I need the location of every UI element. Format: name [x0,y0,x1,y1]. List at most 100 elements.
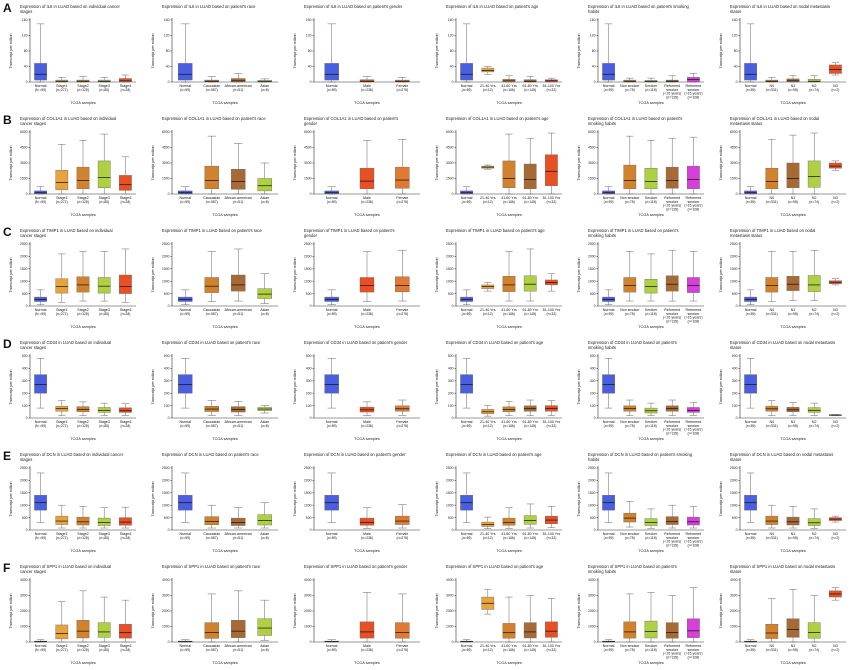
x-category-label: N3 [833,308,838,312]
y-axis-label: Transcript per million [151,369,155,404]
x-category-label: Stage3 [99,84,110,88]
sample-count-label: (n=272) [56,312,68,316]
y-tick-label: 160 [448,18,454,22]
sample-count-label: (N =59) [35,88,46,92]
x-category-label: Non smoker [620,420,640,424]
box-african-american [231,517,246,526]
y-tick-label: 160 [732,18,738,22]
chart-title: Expression of SPP1 in LUAD based on pati… [162,564,261,569]
sample-count-label: (n=74) [809,200,819,204]
x-category-label: Normal [326,84,338,88]
y-tick-label: 3000 [20,161,28,165]
y-tick-label: 1500 [162,177,170,181]
y-tick-label: 1000 [304,503,312,507]
y-tick-label: 1000 [162,279,170,283]
y-tick-label: 100 [164,404,170,408]
sample-count-label: (n=118) [645,200,657,204]
x-category-label: Caucasian [203,308,220,312]
y-tick-label: 4000 [588,578,596,582]
sample-count-label: (n=12) [483,536,493,540]
y-tick-label: 120 [732,34,738,38]
x-category-label: Male [363,644,371,648]
chart-title: Expression of SPP1 in LUAD based on pati… [304,564,408,569]
x-category-label: Smoker [645,532,658,536]
x-category-label: Smoker [645,420,658,424]
sample-count-label: (N =59) [35,312,46,316]
y-tick-label: 100 [590,404,596,408]
y-tick-label: 0 [310,80,312,84]
y-tick-label: 3000 [304,161,312,165]
y-tick-label: 3000 [588,594,596,598]
sample-count-label: (n=331) [766,424,778,428]
x-category-label: 41-60 Yrs [501,532,517,536]
x-category-label: N2 [812,644,817,648]
panel-letter-a: A [3,1,12,15]
x-axis-label: TCGA samples [496,213,522,217]
y-tick-label: 0 [26,80,28,84]
chart-title: Expression of SPP1 in LUAD based on noda… [730,564,835,574]
y-tick-label: 2000 [446,609,454,613]
box-81-100-yrs [545,154,558,186]
x-category-label: Normal [745,196,757,200]
x-category-label: N1 [791,196,796,200]
sample-count-label: (n=125) [77,648,89,652]
sample-count-label: (n=148) [524,200,536,204]
box-reformed-smoker-15-years- [665,622,679,639]
x-category-label: 21-40 Yrs [480,644,496,648]
x-category-label: 41-60 Yrs [501,308,517,312]
x-axis-label: TCGA samples [780,437,806,441]
chart-title: Expression of TIMP1 in LUAD based on ind… [20,228,113,238]
x-category-label: Normal [326,420,338,424]
chart-panel-6: Expression of IL6 in LUAD based on nodal… [719,4,846,105]
box-stage3 [97,622,111,638]
box-stage2 [76,276,90,293]
x-category-label: Normal [461,644,473,648]
x-category-label: Normal [461,308,473,312]
x-category-label: Normal [745,420,757,424]
y-tick-label: 0 [310,192,312,196]
x-category-label: Normal [326,644,338,648]
sample-count-label: (n=28) [120,648,130,652]
y-axis-label: Transcript per million [719,593,723,628]
x-axis-label: TCGA samples [496,325,522,329]
y-axis-label: Transcript per million [293,145,297,180]
sample-count-label: (n=75) [625,424,635,428]
y-tick-label: 2500 [20,242,28,246]
box-male [359,167,375,190]
y-tick-label: 80 [24,49,28,53]
x-category-label: Normal [603,420,615,424]
box-smoker [644,279,658,294]
y-tick-label: 120 [590,34,596,38]
box-stage3 [97,277,111,294]
box-normal [324,374,339,394]
sample-count-label: (n=276) [396,424,408,428]
y-tick-label: 2000 [446,479,454,483]
x-category-label: Stage4 [120,196,131,200]
sample-count-label: (n=74) [809,88,819,92]
y-axis-label: Transcript per million [293,593,297,628]
x-category-label: Stage4 [120,420,131,424]
box-n0 [765,277,779,293]
x-category-label: Normal [35,308,47,312]
x-axis-label: TCGA samples [354,213,380,217]
y-tick-label: 6000 [730,130,738,134]
sample-count-label: (n=85) [99,88,109,92]
x-category-label: 61-80 Yrs [522,84,538,88]
sample-count-label: (n=148) [524,648,536,652]
sample-count-label: (n=32) [546,424,556,428]
box-non-smoker [623,277,637,293]
y-tick-label: 300 [306,379,312,383]
x-category-label: Stage1 [56,196,67,200]
y-axis-label: Transcript per million [719,369,723,404]
x-category-label: Reformed smoker (<15 years) [663,84,681,96]
y-axis-label: Transcript per million [435,33,439,68]
sample-count-label: (n=59) [180,536,190,540]
sample-count-label: (n=59) [180,424,190,428]
sample-count-label: (n=59) [462,424,472,428]
sample-count-label: (n=2) [831,424,839,428]
chart-title: Expression of TIMP1 in LUAD based on pat… [304,228,395,238]
y-tick-label: 3000 [730,594,738,598]
sample-count-label: (n=51) [233,200,243,204]
x-category-label: 61-80 Yrs [522,308,538,312]
sample-count-label: (n=331) [766,88,778,92]
